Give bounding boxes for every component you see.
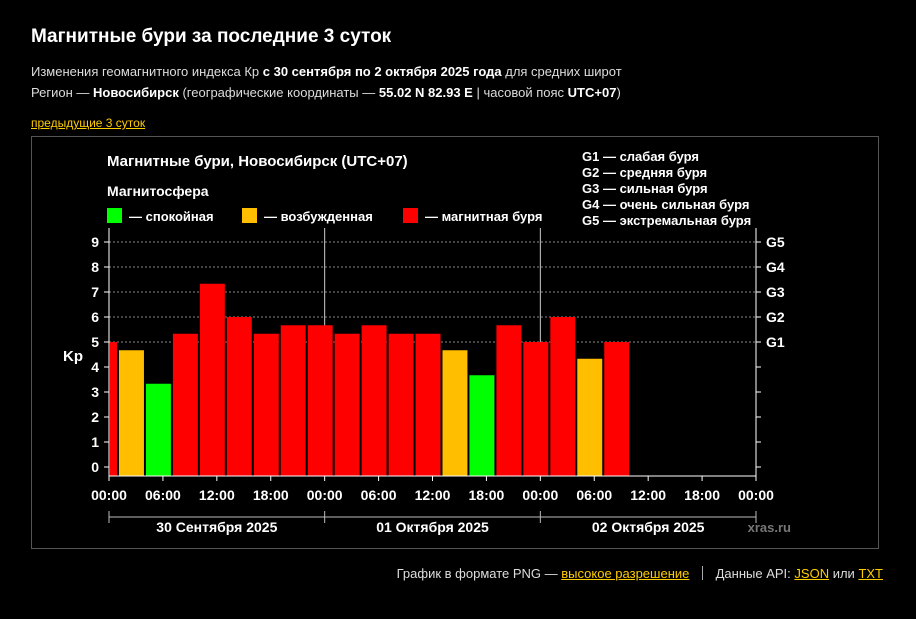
g-tick-label: G2 [766,309,785,325]
legend: — спокойная — возбужденная — магнитная бур… [107,208,542,224]
x-tick-label: 00:00 [91,487,127,503]
x-tick-label: 06:00 [576,487,612,503]
y-tick-label: 1 [91,434,99,450]
legend-swatch [403,208,418,223]
y-tick-label: 7 [91,284,99,300]
region-coords: 55.02 N 82.93 E [378,85,473,100]
period-description: Изменения геомагнитного индекса Кр с 30 … [31,64,622,79]
g-scale-item: G4 — очень сильная буря [582,197,749,212]
g-tick-label: G1 [766,334,785,350]
x-tick-label: 00:00 [522,487,558,503]
kp-bar [110,342,117,476]
day-label: 30 Сентября 2025 [156,519,277,535]
or-text: или [832,566,855,581]
chart-title: Магнитные бури, Новосибирск (UTC+07) [107,153,408,170]
legend-swatch [107,208,122,223]
x-tick-label: 00:00 [738,487,774,503]
kp-bar [253,333,279,476]
g-scale-item: G2 — средняя буря [582,165,707,180]
previous-3-days-link[interactable]: предыдущие 3 суток [31,116,146,130]
day-label: 02 Октября 2025 [592,519,705,535]
period-range: с 30 сентября по 2 октября 2025 года [262,64,502,79]
footer: График в формате PNG — высокое разрешени… [397,566,883,581]
g-tick-label: G4 [766,259,785,275]
kp-bar [523,342,549,476]
footer-divider [702,566,703,580]
kp-bar [415,333,441,476]
legend-title: Магнитосфера [107,183,209,199]
kp-bar [172,333,198,476]
kp-bar [334,333,360,476]
timezone-prefix: | часовой пояс [476,85,565,100]
x-tick-label: 12:00 [415,487,451,503]
region-name: Новосибирск [92,85,179,100]
kp-bar [442,350,468,476]
kp-bar [361,325,387,476]
y-tick-label: 9 [91,234,99,250]
kp-bar [577,358,603,476]
g-scale-item: G5 — экстремальная буря [582,213,751,228]
legend-swatch [242,208,257,223]
kp-bar [550,317,576,476]
legend-label: — возбужденная [264,209,373,224]
kp-bar [604,342,630,476]
kp-bar [307,325,333,476]
g-tick-label: G3 [766,284,785,300]
x-tick-label: 18:00 [469,487,505,503]
coords-prefix: (географические координаты — [182,85,376,100]
json-link[interactable]: JSON [794,566,830,581]
legend-label: — магнитная буря [425,209,542,224]
txt-link[interactable]: TXT [858,566,883,581]
y-tick-label: 4 [91,359,99,375]
page-title: Магнитные бури за последние 3 суток [31,26,392,47]
region-prefix: Регион — [31,85,90,100]
y-tick-label: 5 [91,334,99,350]
x-tick-label: 06:00 [145,487,181,503]
kp-bar [496,325,522,476]
y-tick-label: 8 [91,259,99,275]
axes: 0 1 2 3 4 5 6 7 8 9 Kp G1 G2 G3 G4 G5 00:00 06:00 12:00 18:… [63,228,785,535]
period-prefix: Изменения геомагнитного индекса Кр [31,64,260,79]
y-axis-label: Kp [63,348,83,365]
watermark: xras.ru [748,520,791,535]
kp-bar [145,383,171,476]
legend-label: — спокойная [129,209,214,224]
day-label: 01 Октября 2025 [376,519,489,535]
y-tick-label: 0 [91,459,99,475]
kp-chart: Магнитные бури, Новосибирск (UTC+07) Маг… [63,149,791,535]
g-scale-item: G3 — сильная буря [582,181,708,196]
api-text: Данные API: [715,566,791,581]
kp-bar [118,350,144,476]
x-tick-label: 18:00 [684,487,720,503]
x-tick-label: 06:00 [361,487,397,503]
x-tick-label: 12:00 [630,487,666,503]
png-text: График в формате PNG — [396,566,558,581]
period-suffix: для средних широт [505,64,622,79]
timezone-suffix: ) [616,85,621,100]
bars [110,283,630,476]
x-tick-label: 18:00 [253,487,289,503]
kp-bar [199,283,225,476]
kp-bar [280,325,306,476]
region-description: Регион — Новосибирск (географические коо… [31,85,621,100]
kp-bar [469,375,495,476]
x-tick-label: 12:00 [199,487,235,503]
g-scale-item: G1 — слабая буря [582,149,699,164]
kp-bar [226,317,252,476]
y-tick-label: 6 [91,309,99,325]
y-tick-label: 2 [91,409,99,425]
chart-frame [31,136,879,549]
y-tick-label: 3 [91,384,99,400]
g-tick-label: G5 [766,234,785,250]
x-tick-label: 00:00 [307,487,343,503]
kp-bar [388,333,414,476]
high-resolution-link[interactable]: высокое разрешение [561,566,690,581]
region-timezone: UTC+07 [567,85,617,100]
